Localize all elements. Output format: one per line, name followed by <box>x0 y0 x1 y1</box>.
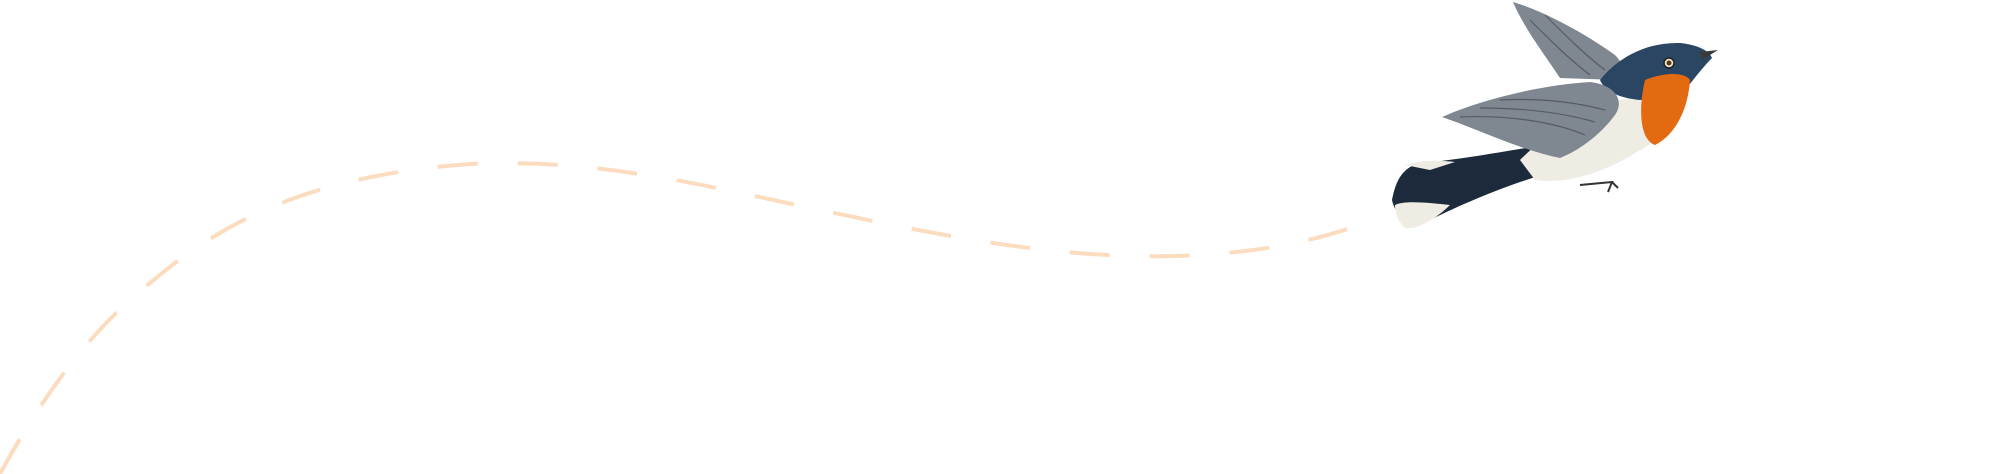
bird-throat <box>1641 74 1690 145</box>
bird-upper-wing <box>1513 2 1623 80</box>
dashed-flight-path <box>0 161 1361 474</box>
bird-pupil <box>1666 60 1672 66</box>
bird-icon <box>1392 2 1718 229</box>
bird-beak <box>1700 50 1718 60</box>
wing-feather-lines <box>1459 14 1606 136</box>
bird-belly <box>1520 95 1671 181</box>
bird-foot <box>1579 180 1619 193</box>
bird-tail-tips <box>1395 160 1455 229</box>
